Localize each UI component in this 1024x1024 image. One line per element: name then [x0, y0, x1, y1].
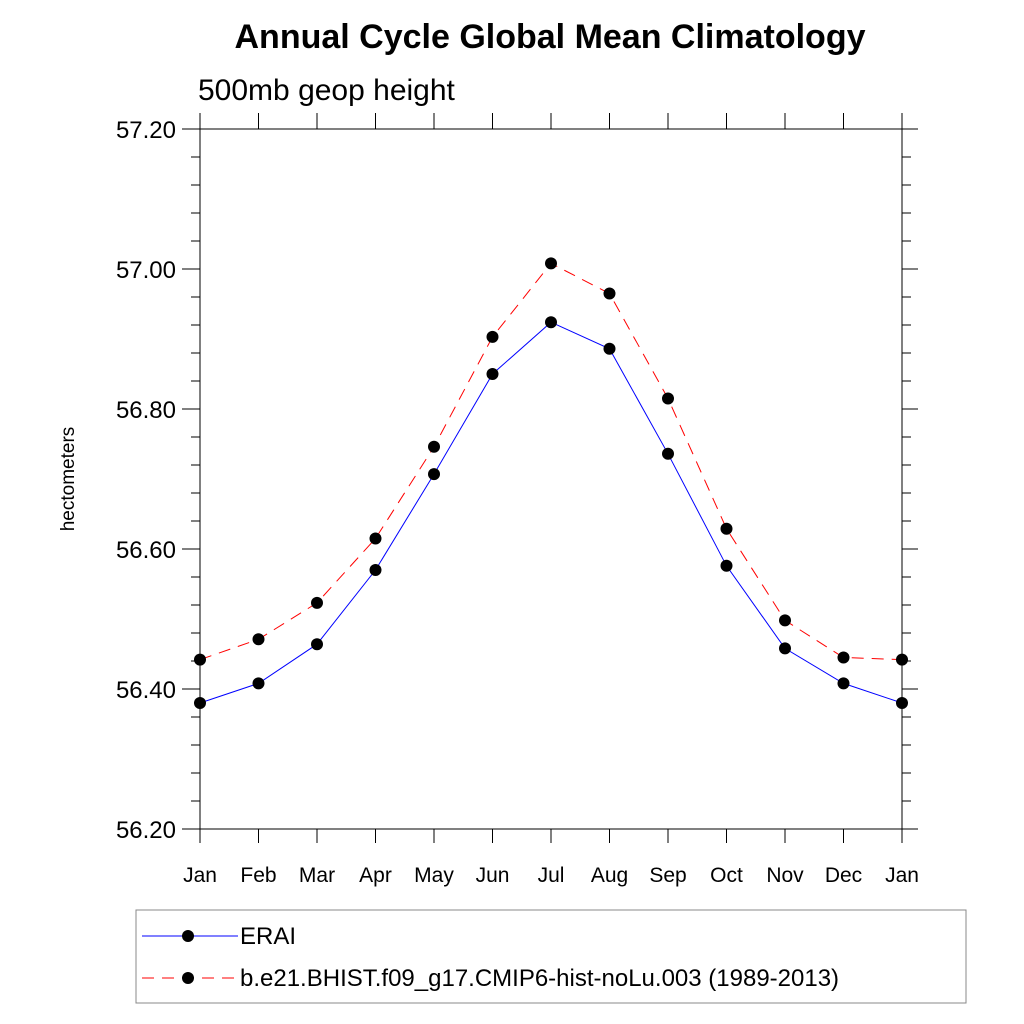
series-1-point: [194, 653, 206, 666]
series-1-point: [545, 257, 557, 270]
x-tick-label: Jul: [538, 864, 565, 887]
y-tick-label: 57.00: [116, 257, 176, 284]
y-tick-label: 56.40: [116, 677, 176, 704]
x-tick-label: Feb: [240, 864, 276, 887]
x-tick-label: Dec: [825, 864, 862, 887]
legend-item-model: b.e21.BHIST.f09_g17.CMIP6-hist-noLu.003 …: [142, 965, 839, 992]
series-1-point: [896, 653, 908, 666]
x-tick-label: Jun: [476, 864, 510, 887]
y-axis-label: hectometers: [58, 427, 79, 532]
series-0-point: [662, 447, 674, 460]
series-points: [194, 257, 908, 709]
series-0-point: [545, 316, 557, 329]
series-1-point: [779, 614, 791, 627]
series-0-point: [720, 559, 733, 572]
series-0-point: [486, 368, 499, 380]
series-0-point: [428, 468, 440, 481]
legend-erai-label: ERAI: [240, 923, 296, 950]
series-1-point: [369, 532, 382, 545]
x-tick-label: May: [414, 864, 454, 887]
series-0-point: [837, 677, 850, 690]
legend-model-marker: [182, 972, 194, 984]
x-tick-label: Jan: [885, 864, 919, 887]
series-0-point: [369, 564, 382, 576]
x-tick-label: Nov: [766, 864, 804, 887]
series-1-point: [720, 522, 733, 535]
series-1-point: [662, 392, 674, 405]
x-tick-label: Aug: [591, 864, 628, 887]
legend-box: [135, 909, 967, 1004]
chart-title: Annual Cycle Global Mean Climatology: [235, 18, 866, 56]
x-tick-label: Apr: [359, 864, 392, 887]
x-tick-labels: Jan Feb Mar Apr May Jun Jul Aug Sep Oct Nov Dec Jan: [183, 864, 919, 887]
series-0-point: [252, 677, 265, 690]
series-1-point: [311, 596, 323, 609]
legend-item-erai: ERAI: [142, 923, 296, 950]
chart-subtitle: 500mb geop height: [198, 74, 456, 107]
series-line-0: [199, 321, 903, 704]
series-1-point: [252, 633, 265, 646]
x-tick-label: Jan: [183, 864, 217, 887]
series-0-point: [779, 642, 791, 655]
axis-ticks: [182, 113, 918, 843]
series-0-point: [311, 638, 323, 651]
x-tick-label: Oct: [710, 864, 743, 887]
legend-erai-marker: [182, 930, 194, 942]
series-1-point: [428, 440, 440, 453]
series-1-point: [486, 330, 499, 343]
series-lines: [199, 262, 903, 704]
x-tick-label: Mar: [299, 864, 335, 887]
series-0-point: [603, 342, 616, 355]
y-tick-label: 57.20: [116, 117, 176, 144]
series-1-point: [603, 287, 616, 300]
series-1-point: [837, 651, 850, 664]
y-tick-label: 56.60: [116, 537, 176, 564]
y-tick-label: 56.20: [116, 817, 176, 844]
plot-frame: [199, 128, 903, 830]
y-tick-labels: 56.20 56.40 56.60 56.80 57.00 57.20: [116, 117, 176, 844]
series-0-point: [896, 697, 908, 709]
y-tick-label: 56.80: [116, 397, 176, 424]
legend-model-label: b.e21.BHIST.f09_g17.CMIP6-hist-noLu.003 …: [240, 965, 839, 992]
series-0-point: [194, 697, 206, 709]
x-tick-label: Sep: [649, 864, 686, 887]
